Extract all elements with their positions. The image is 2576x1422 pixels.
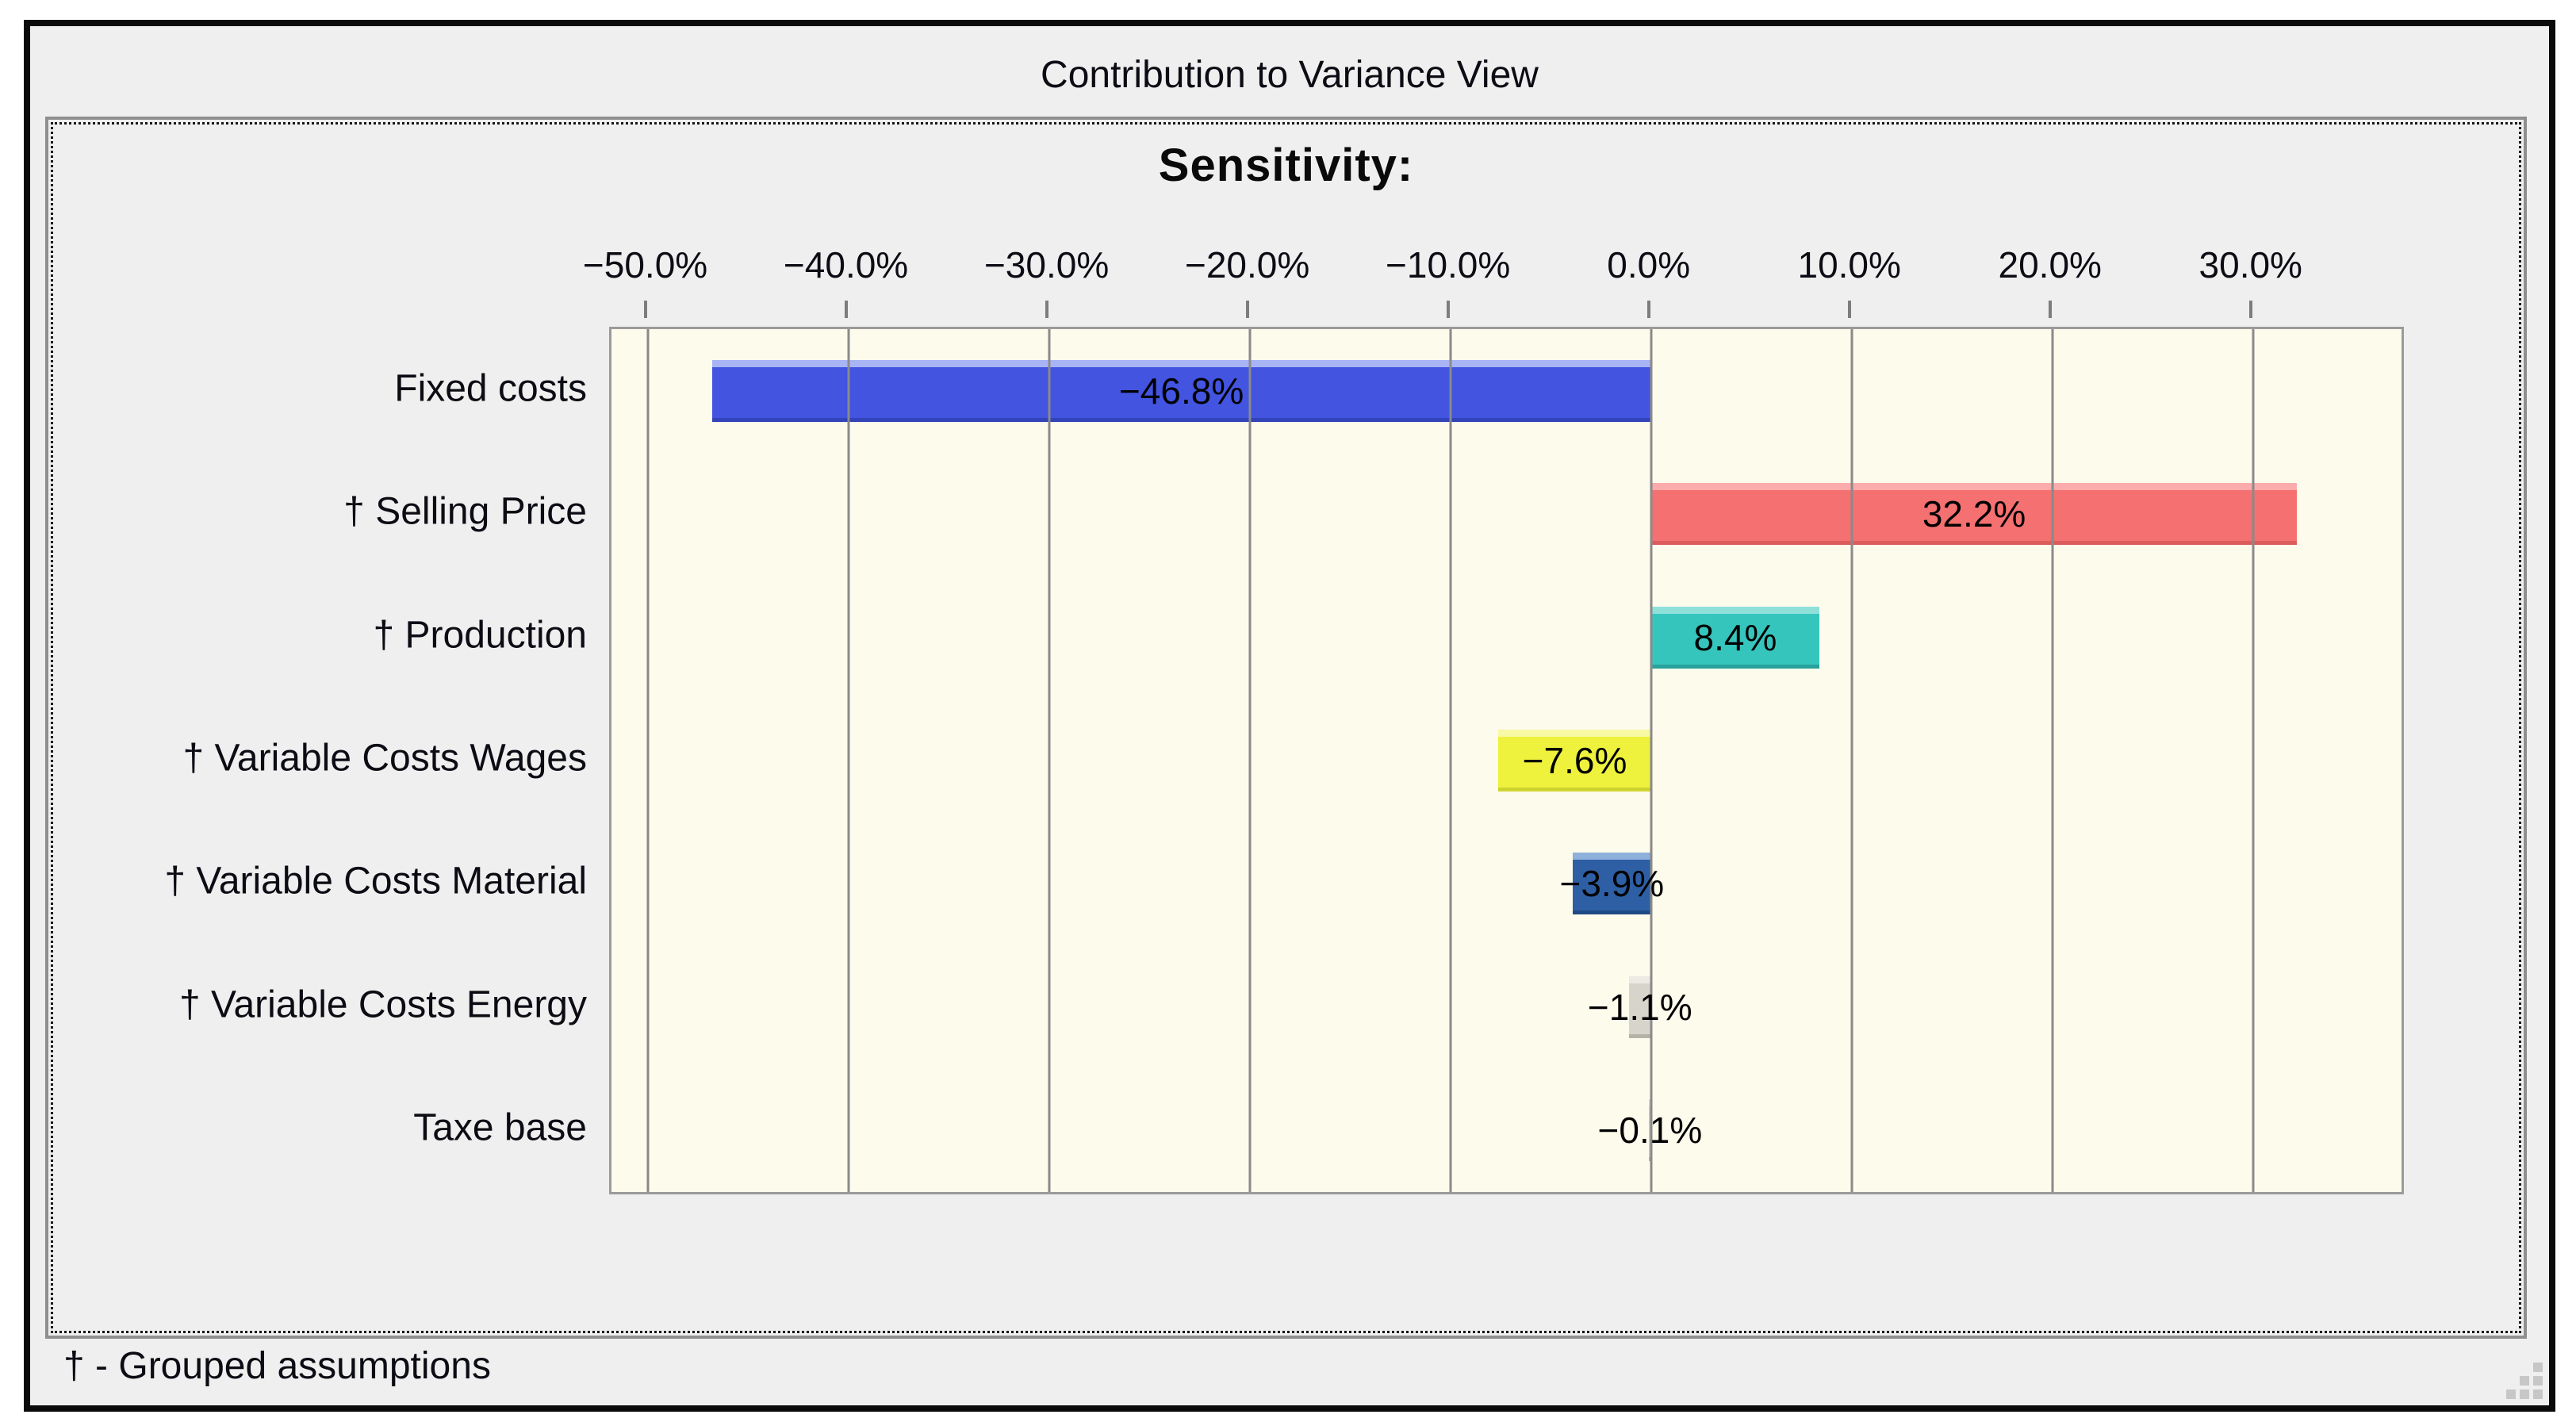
bar-value-label: −1.1% bbox=[1587, 986, 1692, 1028]
x-axis-tick-marks bbox=[609, 301, 2399, 318]
gridline bbox=[1850, 329, 1853, 1192]
bar-value-label: 32.2% bbox=[1922, 493, 2026, 535]
bar[interactable] bbox=[1498, 730, 1651, 791]
category-label: Fixed costs bbox=[394, 367, 587, 410]
x-axis-tick-label: 0.0% bbox=[1607, 244, 1691, 286]
bar[interactable] bbox=[1572, 853, 1651, 915]
gridline bbox=[2252, 329, 2255, 1192]
gridline bbox=[1048, 329, 1051, 1192]
gridline bbox=[1650, 329, 1653, 1192]
gridline bbox=[847, 329, 850, 1192]
footnote: † - Grouped assumptions bbox=[63, 1345, 491, 1387]
x-axis-tick-label: −50.0% bbox=[582, 244, 708, 286]
category-label: † Variable Costs Energy bbox=[178, 983, 587, 1026]
x-axis-tick bbox=[1245, 301, 1249, 318]
grip-dot bbox=[2506, 1389, 2516, 1399]
bar[interactable] bbox=[711, 359, 1651, 422]
x-axis-tick bbox=[1646, 301, 1650, 318]
gridline bbox=[1248, 329, 1252, 1192]
grip-dot bbox=[2520, 1389, 2529, 1399]
x-axis-tick bbox=[1847, 301, 1851, 318]
grip-dot bbox=[2533, 1363, 2543, 1372]
window-title: Contribution to Variance View bbox=[1041, 54, 1539, 96]
x-axis-labels: −50.0% −40.0% −30.0% −20.0% −10.0% 0.0% 10.0% 2… bbox=[583, 240, 2399, 289]
x-axis-tick bbox=[1446, 301, 1450, 318]
x-axis-tick bbox=[1045, 301, 1048, 318]
grip-dot bbox=[2533, 1389, 2543, 1399]
bar-value-label: −7.6% bbox=[1522, 740, 1627, 781]
bar-value-label: −3.9% bbox=[1559, 863, 1665, 905]
x-axis-tick-label: −20.0% bbox=[1184, 244, 1310, 286]
category-labels: Fixed costs † Selling Price † Production † … bbox=[30, 327, 587, 1190]
chart-panel-selection-border: Sensitivity: bbox=[51, 122, 2521, 1333]
grip-dot bbox=[2533, 1376, 2543, 1386]
x-axis-tick-label: −10.0% bbox=[1385, 244, 1511, 286]
category-label: † Variable Costs Material bbox=[164, 860, 587, 903]
x-axis-tick-label: 20.0% bbox=[1998, 244, 2102, 286]
gridline bbox=[646, 329, 650, 1192]
resize-grip-icon[interactable] bbox=[2506, 1363, 2543, 1399]
x-axis-tick-label: −30.0% bbox=[983, 244, 1110, 286]
bar[interactable] bbox=[1650, 606, 1820, 669]
category-label: Taxe base bbox=[413, 1106, 587, 1149]
x-axis-tick bbox=[643, 301, 647, 318]
x-axis-tick-label: −40.0% bbox=[783, 244, 909, 286]
x-axis-tick bbox=[2048, 301, 2052, 318]
bar[interactable] bbox=[1628, 975, 1651, 1038]
category-label: † Selling Price bbox=[343, 490, 587, 533]
grip-dot bbox=[2520, 1376, 2529, 1386]
x-axis-tick bbox=[844, 301, 848, 318]
gridline bbox=[2051, 329, 2054, 1192]
bar-value-label: −46.8% bbox=[1118, 370, 1244, 412]
chart-title: Sensitivity: bbox=[1158, 140, 1414, 191]
x-axis-tick bbox=[2248, 301, 2252, 318]
app-window: Contribution to Variance View Sensitivit… bbox=[24, 20, 2555, 1412]
plot-area: −46.8% 32.2% 8.4% −7.6% −3.9% −1.1% −0.1% bbox=[609, 327, 2404, 1194]
bar-value-label: −0.1% bbox=[1597, 1110, 1703, 1152]
gridline bbox=[1449, 329, 1452, 1192]
bar[interactable] bbox=[1650, 483, 2298, 546]
category-label: † Production bbox=[373, 614, 587, 657]
category-label: † Variable Costs Wages bbox=[182, 737, 587, 780]
x-axis-tick-label: 30.0% bbox=[2198, 244, 2302, 286]
bar-value-label: 8.4% bbox=[1693, 616, 1777, 658]
x-axis-tick-label: 10.0% bbox=[1797, 244, 1901, 286]
